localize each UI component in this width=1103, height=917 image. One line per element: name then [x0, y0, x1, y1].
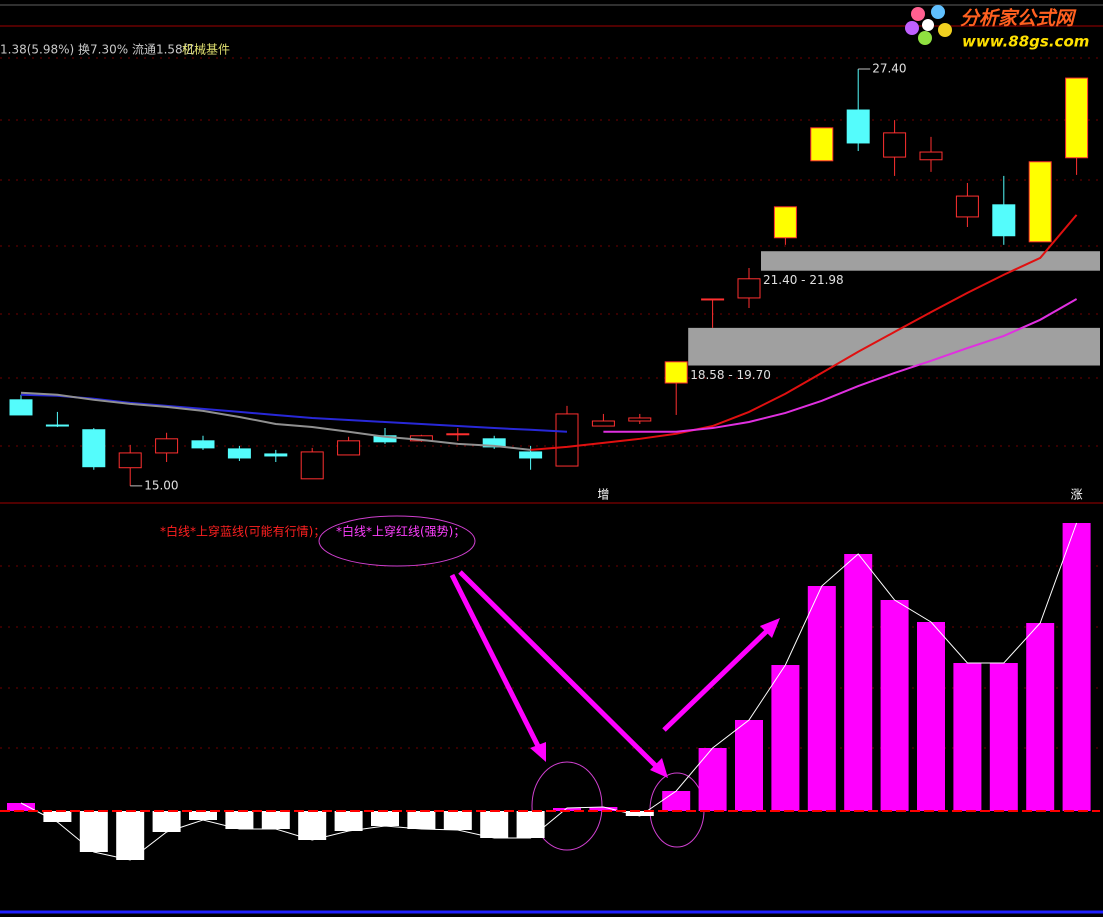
candle-body: [992, 204, 1016, 237]
bar: [443, 811, 472, 830]
annotation: *白线*上穿蓝线(可能有行情)；: [160, 524, 325, 539]
bar: [334, 811, 363, 831]
candle-body: [9, 399, 33, 416]
bar: [261, 811, 290, 829]
candle-body: [591, 420, 615, 427]
bar: [844, 554, 873, 811]
bar: [735, 720, 763, 811]
signal-label: 增: [597, 488, 609, 502]
bar: [79, 811, 108, 852]
moving-average: [603, 298, 1078, 433]
bar: [407, 811, 436, 829]
candle-body: [446, 433, 470, 436]
logo: 分析家公式网 www.88gs.com: [905, 5, 1089, 51]
bar: [953, 663, 982, 811]
signal-label: 涨: [1071, 487, 1083, 502]
bar: [225, 811, 254, 829]
candle-body: [482, 438, 506, 448]
candle-body: [45, 424, 69, 427]
candle-body: [846, 109, 870, 144]
bar: [771, 665, 800, 811]
bar: [625, 811, 654, 816]
bar: [1026, 623, 1055, 811]
candle-body: [701, 298, 725, 301]
candle-body: [955, 195, 979, 218]
bar: [917, 622, 945, 811]
bar: [1062, 523, 1091, 811]
bar: [43, 811, 72, 822]
zone-label: 18.58 - 19.70: [690, 368, 771, 382]
price-zone: [688, 327, 1100, 366]
bar: [880, 600, 909, 811]
moving-average: [20, 393, 568, 433]
candle-body: [337, 440, 361, 456]
sector: 机械基件: [182, 42, 230, 57]
candle-body: [628, 417, 652, 422]
bar: [7, 803, 35, 811]
bar: [152, 811, 181, 832]
bar: [698, 748, 727, 811]
bar: [589, 807, 618, 811]
candle-body: [191, 440, 215, 449]
callouts: [318, 515, 780, 851]
logo-url: www.88gs.com: [962, 33, 1089, 51]
indicator-line: [20, 522, 1078, 861]
bar: [189, 811, 217, 820]
candle-body: [519, 451, 543, 459]
candle-body: [1028, 161, 1052, 243]
candle-body: [82, 429, 106, 468]
bar: [116, 811, 145, 860]
price-label: 15.00: [144, 478, 178, 492]
annotation: *白线*上穿红线(强势)；: [336, 524, 465, 539]
bar: [662, 791, 691, 811]
candle-body: [773, 206, 797, 239]
moving-average: [530, 214, 1078, 451]
candle-body: [810, 127, 834, 162]
candle-body: [300, 451, 324, 480]
candle-body: [227, 448, 251, 459]
bar: [989, 663, 1018, 811]
candle-body: [555, 413, 579, 467]
candle-body: [737, 278, 761, 299]
candle-body: [919, 151, 943, 161]
bar: [553, 808, 581, 811]
candle-body: [264, 453, 288, 457]
candle-body: [1065, 77, 1089, 159]
bar: [516, 811, 545, 838]
zone-label: 21.40 - 21.98: [763, 273, 844, 287]
stock-info: 1.38(5.98%) 换7.30% 流通1.58亿: [0, 42, 195, 57]
moving-average: [20, 391, 531, 451]
bar: [807, 586, 836, 811]
candle-body: [664, 361, 688, 384]
bar: [371, 811, 399, 826]
price-label: 27.40: [872, 61, 906, 75]
bar: [480, 811, 509, 838]
candle-body: [118, 452, 142, 469]
logo-title: 分析家公式网: [960, 8, 1077, 30]
price-zone: [761, 251, 1100, 271]
candle-body: [883, 132, 907, 158]
bar: [298, 811, 327, 840]
candle-body: [155, 438, 179, 454]
